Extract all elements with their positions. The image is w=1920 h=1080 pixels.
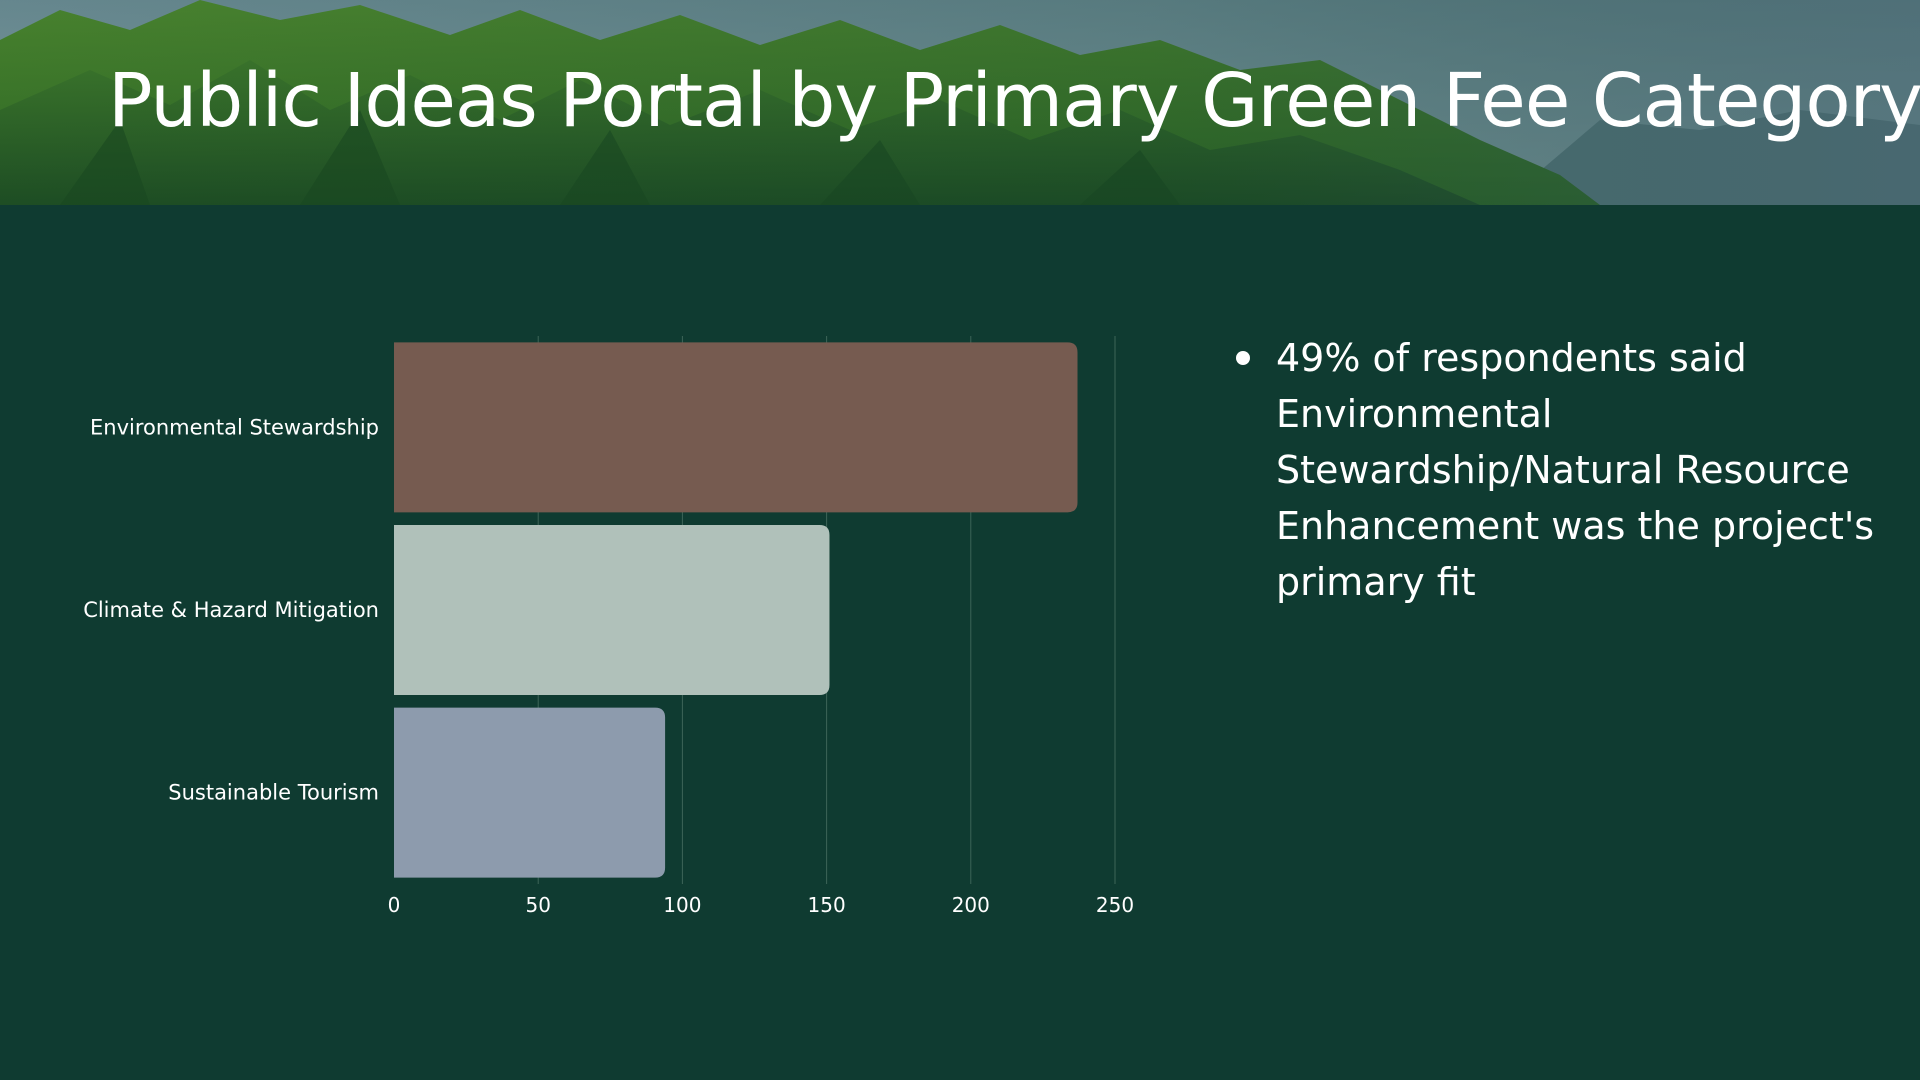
note-item: 49% of respondents said Environmental St… <box>1236 330 1880 610</box>
bullet-icon <box>1236 351 1250 365</box>
bar-2 <box>394 525 830 695</box>
x-tick-label: 200 <box>952 893 990 917</box>
x-tick-label: 0 <box>388 893 401 917</box>
category-label: Environmental Stewardship <box>90 415 379 439</box>
category-label: Sustainable Tourism <box>168 781 379 805</box>
mountain-banner-image <box>0 0 1920 205</box>
note-text: 49% of respondents said Environmental St… <box>1276 336 1875 604</box>
bar-3 <box>394 707 666 878</box>
bar-1 <box>394 342 1078 513</box>
page-title: Public Ideas Portal by Primary Green Fee… <box>108 58 1920 144</box>
category-label: Climate & Hazard Mitigation <box>83 598 379 622</box>
notes-list: 49% of respondents said Environmental St… <box>1236 330 1880 610</box>
x-tick-label: 100 <box>663 893 701 917</box>
bar-chart: Environmental Stewardship Climate & Hazar… <box>83 336 1134 917</box>
x-tick-label: 50 <box>525 893 550 917</box>
x-tick-label: 250 <box>1096 893 1134 917</box>
x-tick-label: 150 <box>808 893 846 917</box>
